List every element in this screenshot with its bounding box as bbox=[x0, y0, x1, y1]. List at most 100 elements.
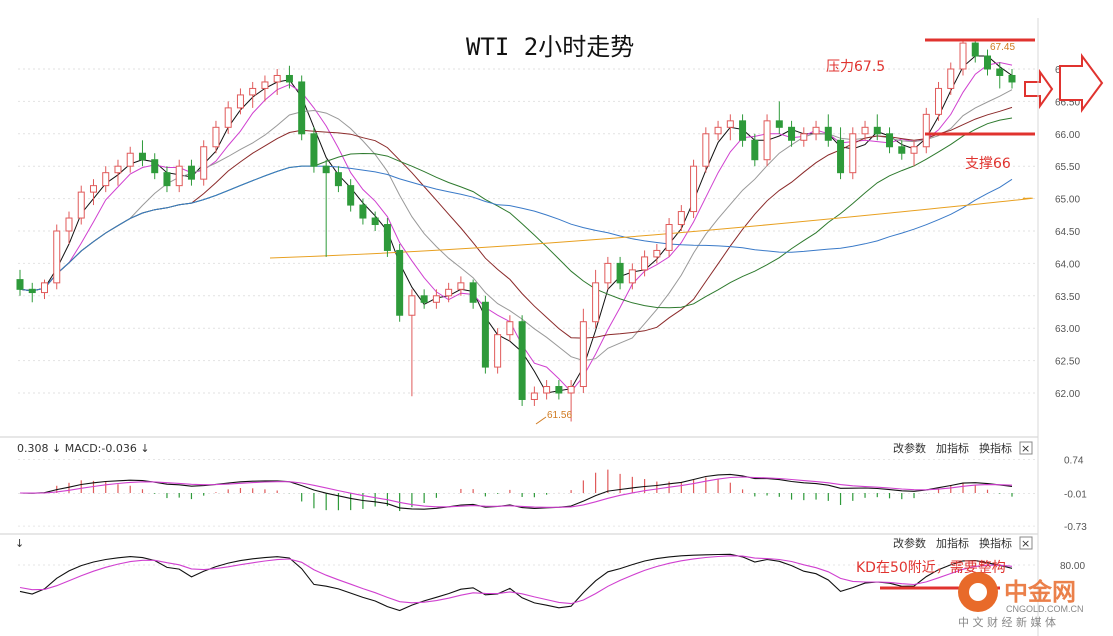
chart-title: WTI 2小时走势 bbox=[466, 33, 634, 61]
support-label: 支撑66 bbox=[965, 156, 1011, 172]
add-indicator-button[interactable]: 加指标 bbox=[936, 441, 969, 455]
candle-body bbox=[873, 126, 881, 135]
y-tick-label: 66.00 bbox=[1055, 130, 1080, 141]
kd-panel: ↓ 改参数 加指标 换指标 × 80.00 KD在50附近，需要整构 bbox=[15, 536, 1085, 612]
candle-body bbox=[114, 165, 122, 174]
candle-body bbox=[935, 87, 943, 115]
candle-body bbox=[579, 321, 587, 388]
candle-body bbox=[592, 282, 600, 323]
candle-body bbox=[530, 392, 538, 400]
y-tick-label: 63.50 bbox=[1055, 292, 1080, 303]
candle-body bbox=[151, 159, 159, 174]
watermark-url: CNGOLD.COM.CN bbox=[1006, 604, 1084, 614]
candle-body bbox=[420, 295, 428, 303]
candle-body bbox=[677, 211, 685, 226]
resistance-label: 压力67.5 bbox=[826, 59, 885, 75]
close-icon[interactable] bbox=[1019, 536, 1033, 550]
candle-body bbox=[77, 191, 85, 219]
macd-histogram bbox=[31, 469, 1013, 512]
candle-body bbox=[212, 126, 220, 148]
candle-body bbox=[224, 107, 232, 128]
candle-body bbox=[849, 133, 857, 174]
y-tick-label: 64.00 bbox=[1055, 259, 1080, 270]
y-tick-label: 66.50 bbox=[1055, 97, 1080, 108]
watermark: 中金网 CNGOLD.COM.CN 中 文 财 经 新 媒 体 bbox=[958, 572, 1084, 629]
candle-body bbox=[469, 282, 477, 303]
candle-body bbox=[714, 126, 722, 135]
ma-line bbox=[19, 165, 1013, 292]
candle-body bbox=[347, 185, 355, 206]
candle-body bbox=[543, 386, 551, 394]
candle-body bbox=[837, 139, 845, 174]
candle-body bbox=[187, 165, 195, 180]
candle-body bbox=[481, 301, 489, 368]
macd-axis-ticks: 0.74 -0.01 -0.73 bbox=[1064, 455, 1087, 533]
candle-body bbox=[947, 68, 955, 89]
candle-body bbox=[28, 288, 36, 294]
candle-body bbox=[334, 172, 342, 187]
candle-body bbox=[653, 249, 661, 258]
candle-body bbox=[690, 165, 698, 213]
moving-average-lines bbox=[19, 55, 1034, 394]
price-grid bbox=[18, 68, 1038, 394]
switch-indicator-button[interactable]: 换指标 bbox=[979, 441, 1012, 455]
ma-line bbox=[19, 89, 1013, 362]
candle-body bbox=[298, 81, 306, 135]
kd-annotation: KD在50附近，需要整构 bbox=[856, 560, 1006, 576]
y-tick-label: 65.00 bbox=[1055, 195, 1080, 206]
candle-body bbox=[641, 256, 649, 271]
kd-lines bbox=[19, 553, 1013, 612]
candle-body bbox=[249, 87, 257, 96]
candle-body bbox=[861, 126, 869, 135]
kd-corner-label: ↓ bbox=[15, 537, 24, 550]
params-button[interactable]: 改参数 bbox=[893, 536, 926, 550]
candle-body bbox=[604, 262, 612, 284]
y-tick-label: 65.50 bbox=[1055, 162, 1080, 173]
candle-body bbox=[665, 224, 673, 251]
y-tick-label: 64.50 bbox=[1055, 227, 1080, 238]
candle-body bbox=[273, 74, 281, 83]
candle-body bbox=[567, 386, 575, 394]
candle-body bbox=[616, 262, 624, 284]
candle-body bbox=[984, 55, 992, 70]
candle-body bbox=[971, 42, 979, 57]
candle-body bbox=[739, 120, 747, 141]
watermark-logo-inner bbox=[969, 583, 987, 601]
add-indicator-button[interactable]: 加指标 bbox=[936, 536, 969, 550]
candle-body bbox=[702, 133, 710, 167]
close-glyph: × bbox=[1021, 442, 1030, 455]
switch-indicator-button[interactable]: 换指标 bbox=[979, 536, 1012, 550]
candle-body bbox=[898, 146, 906, 154]
candle-body bbox=[310, 133, 318, 167]
watermark-name: 中金网 bbox=[1004, 578, 1076, 606]
candle-body bbox=[824, 126, 832, 141]
y-tick-label: 62.50 bbox=[1055, 357, 1080, 368]
macd-grid bbox=[18, 458, 1038, 527]
candle-body bbox=[126, 152, 134, 167]
params-button[interactable]: 改参数 bbox=[893, 441, 926, 455]
candle-body bbox=[751, 139, 759, 161]
candlestick-series bbox=[16, 39, 1016, 422]
y-tick-label: -0.01 bbox=[1064, 489, 1087, 500]
ma-line bbox=[19, 106, 1013, 339]
low-price-pointer bbox=[535, 416, 547, 425]
candle-body bbox=[16, 279, 24, 290]
close-icon[interactable] bbox=[1019, 441, 1033, 455]
candle-body bbox=[359, 204, 367, 219]
candle-body bbox=[285, 74, 293, 83]
candle-body bbox=[1008, 74, 1016, 83]
ma-line bbox=[19, 55, 1013, 394]
candle-body bbox=[812, 126, 820, 135]
candle-body bbox=[89, 185, 97, 193]
candle-body bbox=[518, 321, 526, 400]
candle-body bbox=[775, 120, 783, 128]
ma-line bbox=[19, 117, 1013, 309]
price-axis-ticks: 67.0066.5066.0065.5065.0064.5064.0063.50… bbox=[1055, 65, 1080, 400]
candle-body bbox=[788, 126, 796, 141]
y-tick-label: 62.00 bbox=[1055, 389, 1080, 400]
candle-body bbox=[65, 217, 73, 232]
candle-body bbox=[628, 269, 636, 284]
candle-body bbox=[555, 386, 563, 394]
macd-panel: 0.308 ↓ MACD:-0.036 ↓ 改参数 加指标 换指标 × 0.74… bbox=[17, 441, 1087, 533]
